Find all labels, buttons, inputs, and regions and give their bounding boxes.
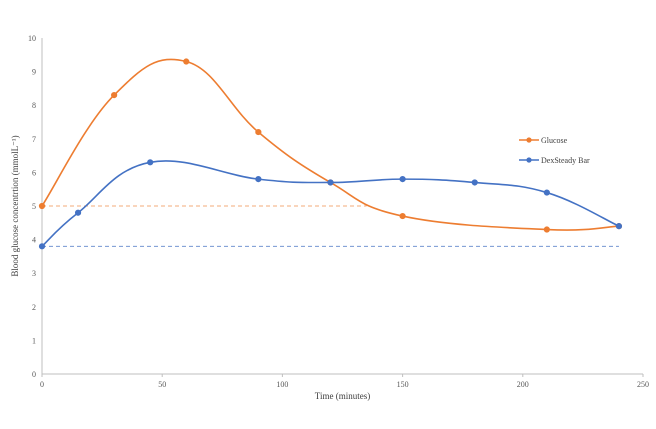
x-tick-labels: 0 50 100 150 200 250 (40, 374, 649, 389)
data-point-dexsteady-bar (255, 176, 262, 183)
x-tick-label: 250 (637, 380, 649, 389)
series-dexsteady-bar (38, 159, 623, 250)
axes (41, 38, 643, 375)
data-point-dexsteady-bar (543, 189, 550, 196)
y-tick-label: 2 (32, 303, 36, 312)
data-point-dexsteady-bar (38, 243, 46, 250)
legend-label: DexSteady Bar (541, 156, 590, 165)
legend-item-glucose: Glucose (519, 136, 568, 145)
y-tick-label: 9 (32, 68, 36, 77)
legend-swatch-marker (526, 157, 532, 163)
legend-item-dexsteady-bar: DexSteady Bar (519, 156, 590, 165)
x-tick-label: 50 (158, 380, 166, 389)
x-axis-title: Time (minutes) (315, 391, 370, 401)
y-tick-label: 5 (32, 202, 36, 211)
baseline-lines (42, 205, 619, 247)
data-point-glucose (255, 128, 262, 136)
y-tick-label: 6 (32, 168, 36, 177)
data-point-glucose (111, 92, 118, 99)
data-point-dexsteady-bar (471, 179, 478, 186)
data-point-glucose (543, 226, 550, 233)
data-point-dexsteady-bar (74, 209, 82, 216)
legend: Glucose DexSteady Bar (519, 136, 590, 165)
series-line-dexsteady-bar (41, 160, 620, 247)
y-tick-label: 10 (28, 34, 36, 43)
x-tick-label: 150 (397, 380, 409, 389)
x-tick-label: 100 (276, 380, 288, 389)
y-tick-label: 8 (32, 101, 36, 110)
data-point-dexsteady-bar (399, 176, 406, 183)
series-line-glucose (41, 58, 619, 231)
data-point-dexsteady-bar (615, 223, 623, 230)
x-tick-label: 0 (40, 380, 44, 389)
y-tick-label: 1 (32, 336, 36, 345)
y-tick-label: 3 (32, 269, 36, 278)
y-tick-labels: 0 1 2 3 4 5 6 7 8 9 10 (28, 34, 36, 379)
legend-swatch-marker (526, 137, 532, 143)
data-point-glucose (183, 58, 190, 65)
data-point-glucose (38, 202, 46, 210)
x-tick-label: 200 (517, 380, 529, 389)
series-layer (38, 58, 623, 250)
data-point-dexsteady-bar (147, 159, 154, 166)
y-tick-label: 0 (32, 370, 36, 379)
y-tick-label: 4 (32, 236, 36, 245)
y-axis-title: Blood glucose concentrtion (mmolL⁻¹) (10, 135, 20, 276)
data-point-glucose (399, 212, 406, 220)
data-point-dexsteady-bar (327, 179, 334, 186)
y-tick-label: 7 (32, 135, 36, 144)
legend-label: Glucose (541, 136, 568, 145)
